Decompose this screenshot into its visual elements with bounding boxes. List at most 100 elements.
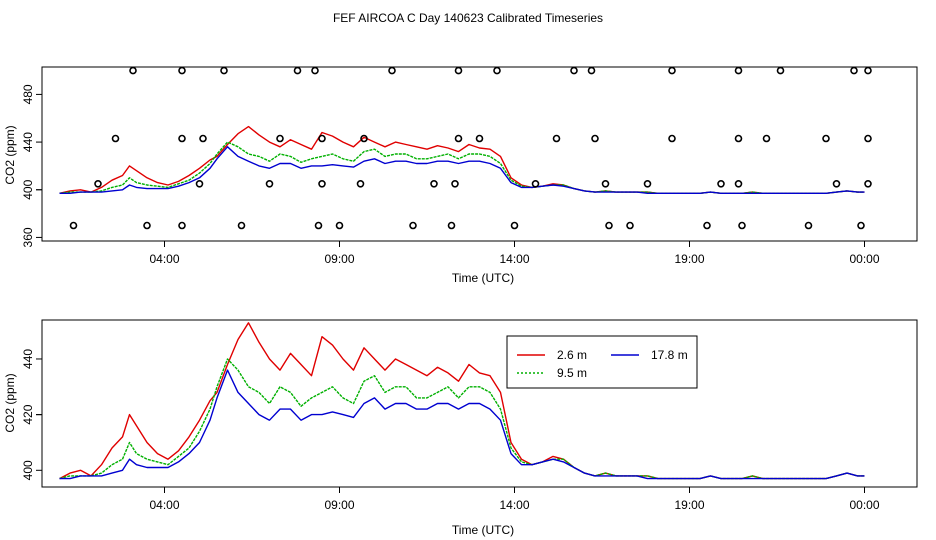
calibration-marker bbox=[111, 134, 120, 143]
calibration-marker bbox=[510, 221, 519, 230]
calibration-marker bbox=[454, 66, 463, 75]
bottom-y-axis-label: CO2 (ppm) bbox=[3, 373, 17, 432]
calibration-marker bbox=[668, 66, 676, 75]
bottom-x-tick-label: 19:00 bbox=[674, 498, 704, 512]
calibration-marker bbox=[605, 221, 613, 230]
calibration-marker bbox=[388, 66, 396, 75]
top-series-group bbox=[59, 125, 865, 195]
top-plot-frame bbox=[41, 66, 918, 242]
calibration-marker bbox=[643, 179, 652, 188]
top-y-tick-label: 360 bbox=[21, 227, 35, 247]
calibration-marker bbox=[587, 66, 596, 75]
top-x-tick-label: 00:00 bbox=[849, 252, 879, 266]
calibration-marker bbox=[850, 66, 858, 75]
calibration-marker bbox=[314, 221, 323, 230]
top-series-line-17-8-m bbox=[59, 146, 865, 195]
calibration-marker bbox=[864, 179, 872, 188]
bottom-y-tick-label: 440 bbox=[21, 349, 35, 369]
calibration-marker bbox=[454, 134, 463, 143]
calibration-marker bbox=[178, 66, 186, 75]
calibration-marker bbox=[734, 134, 743, 143]
calibration-marker bbox=[734, 66, 743, 75]
bottom-x-tick-label: 14:00 bbox=[499, 498, 529, 512]
top-x-tick-label: 09:00 bbox=[324, 252, 354, 266]
calibration-marker bbox=[356, 179, 365, 188]
calibration-marker bbox=[591, 134, 599, 143]
calibration-marker bbox=[220, 66, 228, 75]
calibration-marker bbox=[475, 134, 484, 143]
calibration-marker bbox=[493, 66, 501, 75]
top-x-tick-label: 19:00 bbox=[674, 252, 704, 266]
calibration-marker bbox=[360, 134, 368, 143]
calibration-marker bbox=[69, 221, 78, 230]
calibration-marker bbox=[94, 179, 102, 188]
top-calibration-markers bbox=[69, 66, 872, 230]
bottom-x-tick-label: 04:00 bbox=[149, 498, 179, 512]
legend-box bbox=[506, 335, 698, 389]
top-x-tick-label: 04:00 bbox=[149, 252, 179, 266]
legend-label-2-6m: 2.6 m bbox=[557, 348, 587, 362]
bottom-x-tick-label: 09:00 bbox=[324, 498, 354, 512]
calibration-marker bbox=[703, 221, 711, 230]
calibration-marker bbox=[178, 134, 186, 143]
top-y-axis-label: CO2 (ppm) bbox=[3, 125, 17, 184]
calibration-marker bbox=[311, 66, 319, 75]
calibration-marker bbox=[832, 179, 841, 188]
bottom-x-tick-label: 00:00 bbox=[849, 498, 879, 512]
top-series-line-9-5-m bbox=[59, 141, 865, 195]
page-title: FEF AIRCOA C Day 140623 Calibrated Times… bbox=[333, 11, 603, 25]
bottom-plot-frame bbox=[41, 319, 918, 488]
calibration-marker bbox=[531, 179, 540, 188]
calibration-marker bbox=[864, 66, 872, 75]
bottom-series-group bbox=[59, 322, 865, 480]
calibration-marker bbox=[626, 221, 634, 230]
legend-label-9-5m: 9.5 m bbox=[557, 366, 587, 380]
calibration-marker bbox=[195, 179, 204, 188]
calibration-marker bbox=[199, 134, 207, 143]
calibration-marker bbox=[335, 221, 344, 230]
calibration-marker bbox=[552, 134, 561, 143]
top-y-tick-label: 400 bbox=[21, 179, 35, 199]
calibration-marker bbox=[762, 134, 771, 143]
calibration-marker bbox=[717, 179, 725, 188]
calibration-marker bbox=[822, 134, 830, 143]
calibration-marker bbox=[601, 179, 610, 188]
calibration-marker bbox=[804, 221, 813, 230]
bottom-series-line-17-8-m bbox=[59, 369, 865, 480]
legend: 2.6 m 17.8 m 9.5 m bbox=[506, 335, 698, 389]
calibration-marker bbox=[738, 221, 746, 230]
calibration-marker bbox=[143, 221, 151, 230]
bottom-x-axis-label: Time (UTC) bbox=[452, 523, 514, 537]
calibration-marker bbox=[318, 179, 326, 188]
top-y-tick-label: 480 bbox=[21, 84, 35, 104]
calibration-marker bbox=[570, 66, 578, 75]
calibration-marker bbox=[451, 179, 459, 188]
bottom-y-tick-label: 420 bbox=[21, 404, 35, 424]
calibration-marker bbox=[318, 134, 326, 143]
calibration-marker bbox=[293, 66, 302, 75]
legend-label-17-8m: 17.8 m bbox=[651, 348, 688, 362]
calibration-marker bbox=[734, 179, 743, 188]
top-x-axis: 04:00 09:00 14:00 19:00 00:00 bbox=[149, 241, 880, 266]
top-chart-panel: 360 400 440 480 04:00 09:00 14:00 19:00 00:00 T… bbox=[3, 66, 918, 285]
bottom-x-axis: 04:00 09:00 14:00 19:00 00:00 bbox=[149, 487, 880, 512]
calibration-marker bbox=[447, 221, 456, 230]
calibration-marker bbox=[276, 134, 284, 143]
top-x-tick-label: 14:00 bbox=[499, 252, 529, 266]
calibration-marker bbox=[857, 221, 865, 230]
top-x-axis-label: Time (UTC) bbox=[452, 271, 514, 285]
bottom-chart-panel: 400 420 440 04:00 09:00 14:00 19:00 00:00 Time… bbox=[3, 319, 918, 537]
calibration-marker bbox=[265, 179, 274, 188]
bottom-y-tick-label: 400 bbox=[21, 460, 35, 480]
calibration-marker bbox=[776, 66, 785, 75]
top-y-axis: 360 400 440 480 bbox=[21, 84, 42, 247]
calibration-marker bbox=[178, 221, 186, 230]
calibration-marker bbox=[864, 134, 872, 143]
calibration-marker bbox=[668, 134, 676, 143]
calibration-marker bbox=[237, 221, 246, 230]
calibration-marker bbox=[430, 179, 438, 188]
calibration-marker bbox=[129, 66, 137, 75]
bottom-y-axis: 400 420 440 bbox=[21, 349, 42, 480]
calibration-marker bbox=[409, 221, 417, 230]
